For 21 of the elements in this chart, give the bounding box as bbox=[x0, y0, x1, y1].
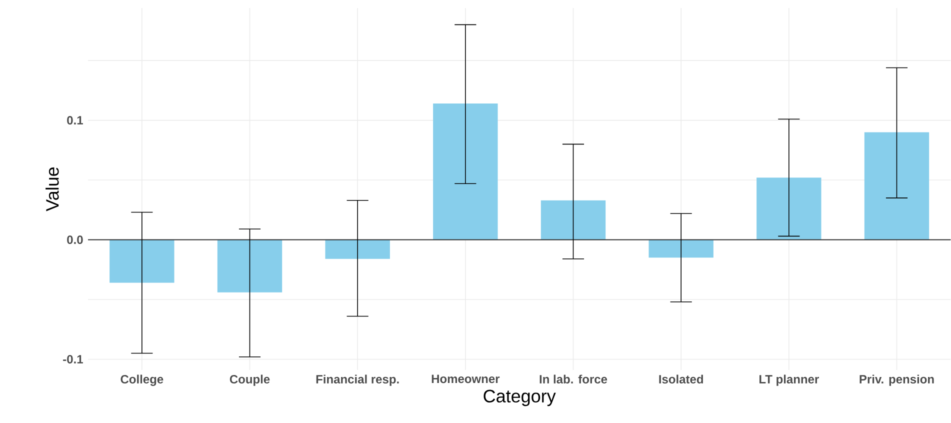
x-tick-label: Financial resp. bbox=[316, 374, 399, 386]
bar bbox=[864, 132, 930, 240]
y-axis-title: Value bbox=[46, 167, 59, 212]
bar bbox=[433, 104, 498, 240]
x-tick-label: LT planner bbox=[759, 374, 819, 386]
x-axis-title: Category bbox=[484, 390, 556, 406]
y-tick-label: 0.1 bbox=[67, 116, 83, 125]
x-tick-label: Isolated bbox=[659, 374, 703, 384]
x-tick-label: Priv. pension bbox=[860, 374, 934, 386]
bar bbox=[110, 240, 174, 283]
x-tick-label: Couple bbox=[230, 374, 270, 386]
x-tick-label: In lab. force bbox=[540, 374, 608, 384]
bar bbox=[217, 240, 282, 292]
bar bbox=[325, 240, 390, 259]
y-tick-label: -0.1 bbox=[63, 354, 83, 364]
bar bbox=[540, 200, 606, 240]
x-tick-label: College bbox=[120, 374, 164, 386]
bar bbox=[648, 240, 714, 258]
x-tick-label: Homeowner bbox=[432, 374, 500, 384]
bar bbox=[756, 178, 822, 240]
y-tick-label: 0.0 bbox=[67, 236, 83, 244]
